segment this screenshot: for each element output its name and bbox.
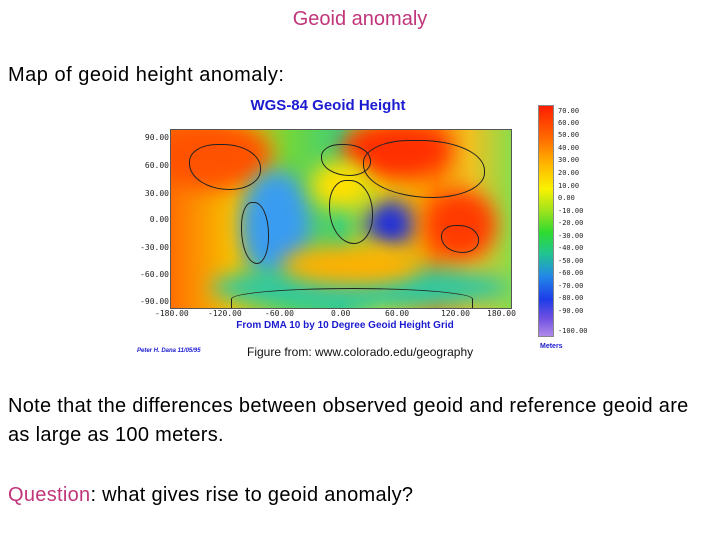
colorbar-tick-label: -100.00 — [558, 327, 588, 335]
question-lead: Question — [8, 484, 91, 506]
y-tick-label: -90.00 — [140, 297, 169, 306]
continent-outline — [363, 140, 485, 198]
geoid-map-figure: WGS-84 Geoid Height 90.00 60.00 30.00 0.… — [135, 97, 595, 369]
colorbar-tick-label: 40.00 — [558, 144, 580, 152]
anomaly-region — [366, 200, 414, 248]
y-tick-label: -60.00 — [140, 270, 169, 279]
x-tick-label: -180.00 — [155, 309, 189, 318]
x-tick-label: 60.00 — [385, 309, 410, 318]
slide-subtitle: Map of geoid height anomaly: — [8, 64, 285, 86]
colorbar-unit: Meters — [540, 343, 563, 350]
y-tick-label: 90.00 — [144, 133, 169, 142]
continent-outline — [441, 225, 479, 253]
colorbar-tick-label: -60.00 — [558, 269, 584, 277]
colorbar-tick-label: -80.00 — [558, 294, 584, 302]
x-tick-label: 180.00 — [487, 309, 516, 318]
colorbar-tick-label: 0.00 — [558, 194, 575, 202]
colorbar-tick-label: 20.00 — [558, 169, 580, 177]
x-tick-label: -120.00 — [208, 309, 242, 318]
continent-outline — [189, 144, 261, 190]
continent-outline — [231, 288, 473, 308]
colorbar-tick-label: 50.00 — [558, 131, 580, 139]
y-tick-label: 60.00 — [144, 161, 169, 170]
x-tick-label: 120.00 — [441, 309, 470, 318]
x-tick-label: 0.00 — [331, 309, 351, 318]
map-signature: Peter H. Dana 11/05/95 — [137, 348, 201, 354]
colorbar-tick-label: -20.00 — [558, 219, 584, 227]
colorbar-tick-label: -70.00 — [558, 282, 584, 290]
map-title: WGS-84 Geoid Height — [250, 97, 406, 114]
colorbar-tick-label: 30.00 — [558, 156, 580, 164]
anomaly-region — [281, 245, 421, 285]
geoid-height-map — [170, 129, 512, 309]
colorbar-tick-label: 10.00 — [558, 182, 580, 190]
colorbar-tick-label: 70.00 — [558, 107, 580, 115]
slide-title: Geoid anomaly — [292, 8, 428, 30]
map-source-caption: From DMA 10 by 10 Degree Geoid Height Gr… — [236, 320, 454, 331]
colorbar-tick-label: -90.00 — [558, 307, 584, 315]
question-text: : what gives rise to geoid anomaly? — [90, 484, 414, 506]
colorbar-tick-label: 60.00 — [558, 119, 580, 127]
y-tick-label: -30.00 — [140, 243, 169, 252]
continent-outline — [241, 202, 269, 264]
question-line: Question: what gives rise to geoid anoma… — [8, 484, 413, 507]
note-paragraph: Note that the differences between observ… — [8, 395, 689, 446]
colorbar-tick-label: -10.00 — [558, 207, 584, 215]
colorbar-tick-label: -40.00 — [558, 244, 584, 252]
figure-credit: Figure from: www.colorado.edu/geography — [247, 345, 474, 359]
y-tick-label: 30.00 — [144, 189, 169, 198]
colorbar-tick-label: -30.00 — [558, 232, 584, 240]
continent-outline — [329, 180, 373, 244]
colorbar-tick-label: -50.00 — [558, 257, 584, 265]
colorbar-legend — [538, 105, 554, 337]
y-tick-label: 0.00 — [149, 215, 169, 224]
x-tick-label: -60.00 — [265, 309, 294, 318]
